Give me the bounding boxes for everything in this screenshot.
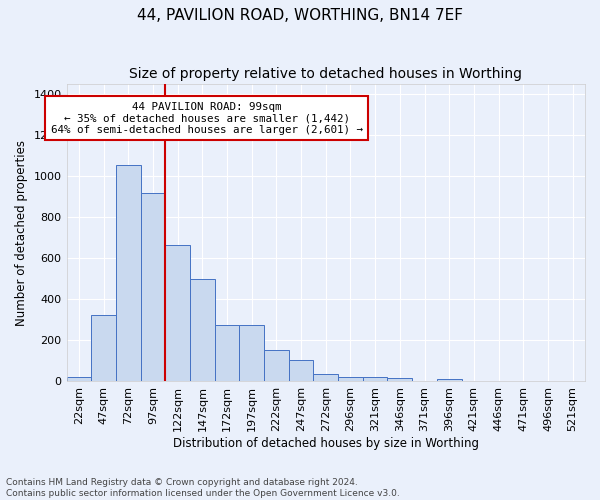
Bar <box>190 279 215 382</box>
Bar <box>338 377 363 382</box>
Text: Contains HM Land Registry data © Crown copyright and database right 2024.
Contai: Contains HM Land Registry data © Crown c… <box>6 478 400 498</box>
Bar <box>264 350 289 382</box>
Text: 44 PAVILION ROAD: 99sqm
← 35% of detached houses are smaller (1,442)
64% of semi: 44 PAVILION ROAD: 99sqm ← 35% of detache… <box>50 102 362 135</box>
Bar <box>215 325 239 382</box>
Bar <box>165 245 190 382</box>
Bar <box>116 165 140 382</box>
Bar <box>91 315 116 382</box>
Bar <box>67 378 91 382</box>
Bar <box>239 325 264 382</box>
Text: 44, PAVILION ROAD, WORTHING, BN14 7EF: 44, PAVILION ROAD, WORTHING, BN14 7EF <box>137 8 463 22</box>
Bar <box>437 379 461 382</box>
X-axis label: Distribution of detached houses by size in Worthing: Distribution of detached houses by size … <box>173 437 479 450</box>
Y-axis label: Number of detached properties: Number of detached properties <box>15 140 28 326</box>
Bar <box>289 360 313 382</box>
Bar <box>363 377 388 382</box>
Bar <box>140 193 165 382</box>
Bar <box>388 378 412 382</box>
Bar <box>313 374 338 382</box>
Title: Size of property relative to detached houses in Worthing: Size of property relative to detached ho… <box>129 68 522 82</box>
